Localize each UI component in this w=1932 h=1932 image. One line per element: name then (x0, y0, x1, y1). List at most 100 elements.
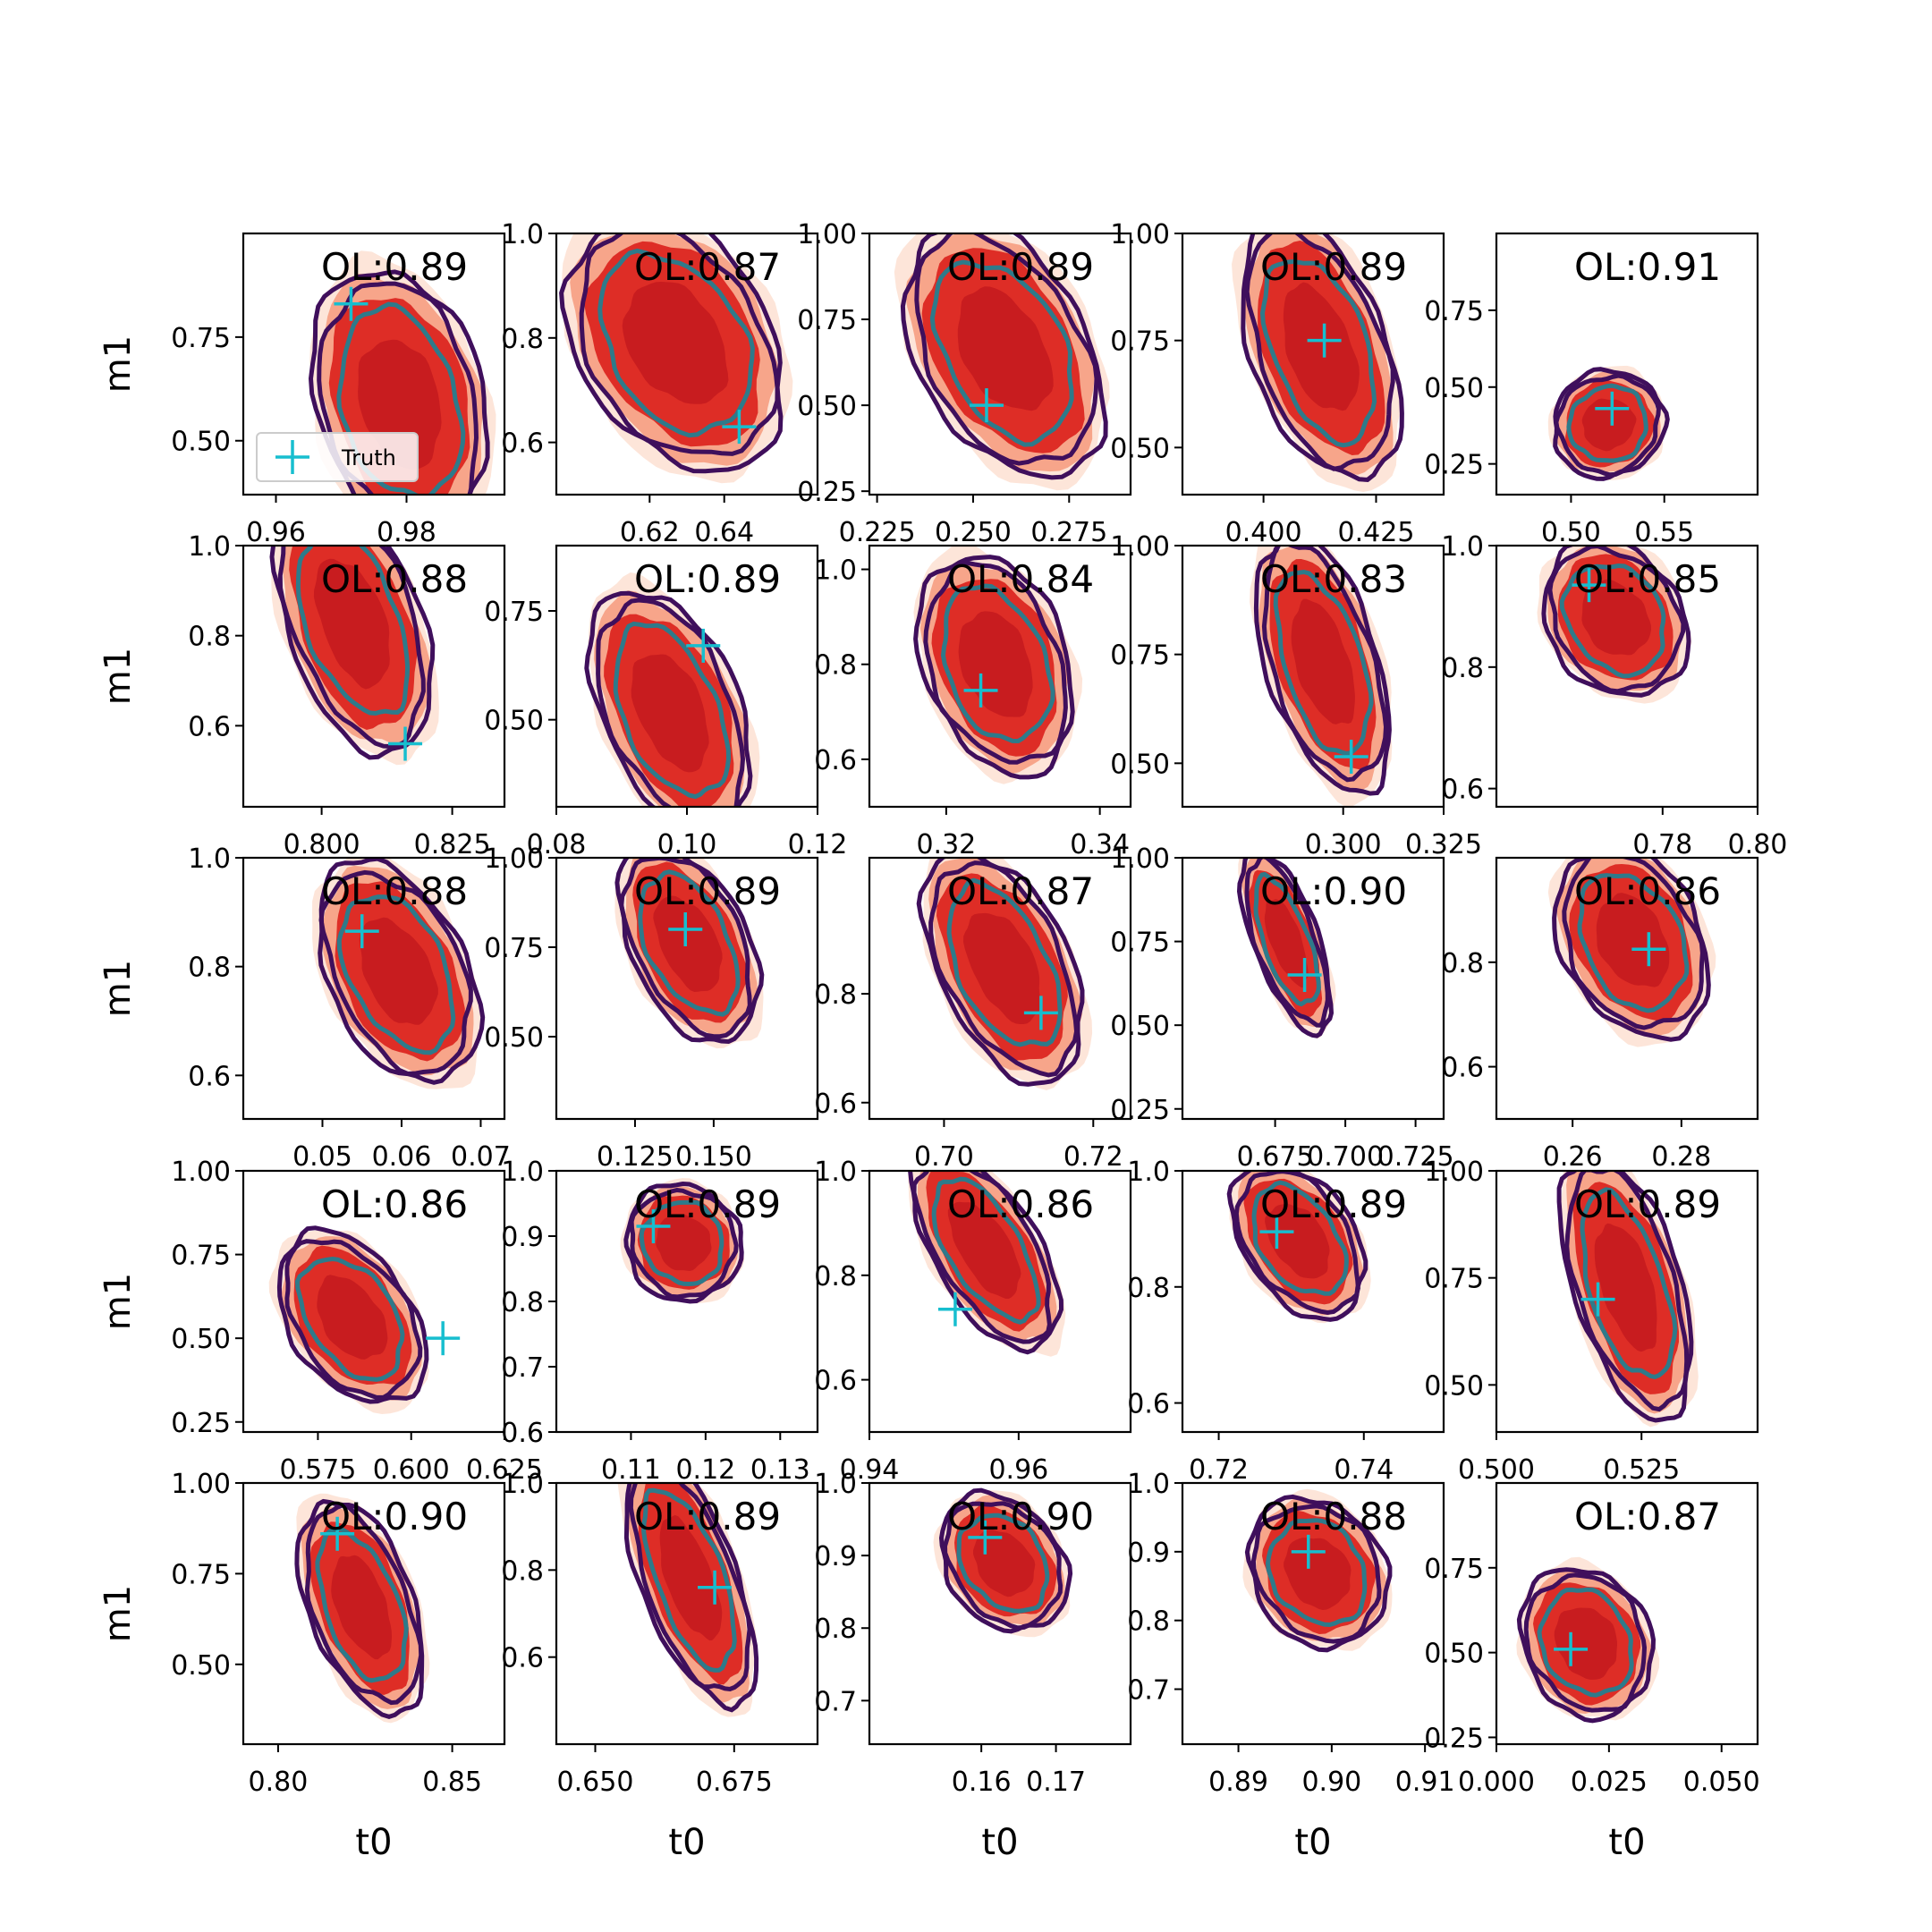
overlap-label: OL:0.84 (947, 557, 1094, 601)
y-tick-label: 0.75 (171, 1241, 231, 1272)
x-axis-label: t0 (355, 1822, 392, 1863)
contour-outer-a (1241, 233, 1404, 482)
x-tick-label: 0.125 (597, 1141, 674, 1173)
y-tick-label: 0.6 (814, 1089, 857, 1120)
x-tick-label: 0.98 (377, 517, 436, 548)
truth-marker (698, 1570, 733, 1605)
overlap-label: OL:0.89 (634, 1495, 781, 1538)
contour-inner (940, 583, 1055, 744)
y-tick-label: 1.0 (501, 219, 544, 250)
x-tick-label: 0.64 (694, 517, 754, 548)
contour-outer-b (277, 546, 426, 750)
subplot-1-3: OL:0.89 0.225 0.250 0.275 0.25 0.50 0.75 1.00 (797, 219, 1132, 548)
x-tick-label: 0.11 (601, 1454, 661, 1486)
contour-inner (295, 546, 411, 716)
y-tick-label: 0.6 (501, 1643, 544, 1674)
overlap-label: OL:0.88 (1260, 1495, 1407, 1538)
y-axis-label: m1 (97, 1585, 139, 1642)
density-fill-core (1596, 893, 1670, 987)
y-tick-label: 0.75 (1110, 326, 1170, 358)
posterior-density (269, 546, 439, 766)
y-tick-label: 1.00 (1110, 531, 1170, 563)
x-tick-label: 0.625 (466, 1454, 543, 1486)
density-fill-core (957, 286, 1054, 411)
density-fill-core (973, 1529, 1036, 1597)
x-tick-label: 0.90 (1301, 1767, 1361, 1798)
contour-outer-a (294, 1498, 425, 1720)
plot-frame (868, 232, 1132, 496)
y-tick-label: 0.8 (1127, 1606, 1170, 1638)
plot-frame (242, 544, 506, 809)
density-fill-core (359, 917, 438, 1025)
truth-marker (1259, 1215, 1294, 1250)
contour-outer-a (559, 233, 784, 474)
density-fill-core (947, 1201, 1021, 1299)
subplot-1-5: OL:0.91 0.50 0.55 0.25 0.50 0.75 (1424, 232, 1759, 548)
contour-inner (294, 1256, 405, 1382)
y-tick-label: 0.6 (814, 1366, 857, 1397)
posterior-density (1556, 1171, 1699, 1428)
x-tick-label: 0.74 (1334, 1454, 1394, 1486)
contour-inner (336, 301, 466, 495)
x-axis-label: t0 (1294, 1822, 1331, 1863)
contour-inner (641, 1487, 737, 1673)
density-fill-core (331, 1555, 392, 1660)
posterior-density (312, 858, 486, 1089)
subplot-5-2: OL:0.89 0.650 0.675 0.6 0.8 1.0 t0 (501, 1469, 819, 1863)
y-tick-label: 0.6 (1441, 775, 1484, 806)
posterior-density (559, 233, 793, 484)
subplot-4-3: OL:0.86 0.94 0.96 0.6 0.8 1.0 (814, 1157, 1132, 1486)
subplot-5-1: OL:0.90 0.80 0.85 0.50 0.75 1.00 m1 t0 (97, 1469, 506, 1863)
truth-marker (334, 286, 369, 321)
legend-label: Truth (341, 445, 396, 470)
posterior-density (1516, 1556, 1660, 1724)
posterior-density (620, 1178, 745, 1304)
x-tick-label: 0.650 (557, 1767, 634, 1798)
plot-frame (1181, 856, 1445, 1121)
overlap-label: OL:0.86 (947, 1182, 1094, 1226)
contour-inner (1253, 871, 1321, 1007)
x-tick-label: 0.12 (675, 1454, 735, 1486)
truth-marker (1287, 958, 1322, 993)
x-tick-label: 0.80 (1728, 829, 1788, 860)
overlap-label: OL:0.89 (634, 557, 781, 601)
legend: Truth (256, 432, 419, 482)
x-tick-label: 0.050 (1683, 1767, 1760, 1798)
x-tick-label: 0.55 (1634, 517, 1694, 548)
subplot-3-3: OL:0.87 0.70 0.72 0.6 0.8 (814, 856, 1132, 1173)
truth-marker (1580, 1282, 1615, 1317)
overlap-label: OL:0.89 (947, 245, 1094, 289)
subplot-2-5: OL:0.85 0.78 0.80 0.6 0.8 1.0 (1441, 531, 1787, 860)
plot-frame (242, 856, 506, 1121)
x-tick-label: 0.250 (935, 517, 1012, 548)
x-tick-label: 0.16 (952, 1767, 1012, 1798)
posterior-density (614, 858, 765, 1049)
overlap-label: OL:0.90 (1260, 869, 1407, 913)
plot-frame (868, 544, 1132, 809)
y-axis-label: m1 (97, 648, 139, 705)
y-tick-label: 0.6 (188, 711, 231, 742)
contour-outer-b (914, 233, 1099, 466)
y-tick-label: 0.8 (1127, 1273, 1170, 1304)
y-tick-label: 0.6 (188, 1061, 231, 1092)
contour-outer-b (1547, 546, 1686, 694)
contour-outer-b (1244, 858, 1330, 1028)
contour-inner (1559, 563, 1666, 679)
y-tick-label: 0.25 (797, 477, 857, 508)
contour-outer-a (1244, 1494, 1393, 1653)
density-fill-core (313, 558, 390, 690)
y-tick-label: 1.0 (501, 1157, 544, 1188)
contour-outer-a (623, 1483, 759, 1713)
subplot-4-5: OL:0.89 0.500 0.525 0.50 0.75 1.00 (1424, 1157, 1759, 1486)
contour-inner (336, 894, 456, 1055)
overlap-label: OL:0.86 (1574, 869, 1721, 913)
y-tick-label: 0.8 (501, 1555, 544, 1587)
truth-marker (1291, 1534, 1326, 1569)
contour-inner (639, 1199, 724, 1287)
truth-marker (686, 628, 721, 663)
x-tick-label: 0.28 (1651, 1141, 1711, 1173)
overlap-label: OL:0.89 (321, 245, 468, 289)
overlap-label: OL:0.90 (947, 1495, 1094, 1538)
plot-frame (1495, 1481, 1759, 1746)
x-tick-label: 0.800 (284, 829, 360, 860)
